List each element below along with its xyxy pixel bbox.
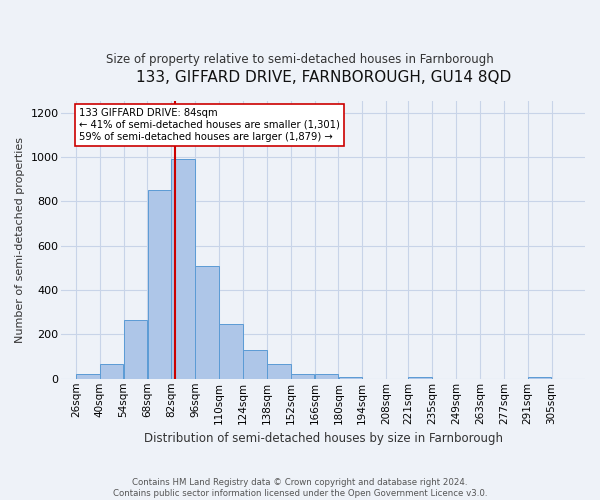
Text: 133 GIFFARD DRIVE: 84sqm
← 41% of semi-detached houses are smaller (1,301)
59% o: 133 GIFFARD DRIVE: 84sqm ← 41% of semi-d… xyxy=(79,108,340,142)
Bar xyxy=(195,266,219,379)
Bar xyxy=(409,376,432,379)
Bar xyxy=(243,350,266,379)
Bar xyxy=(314,374,338,379)
Bar xyxy=(76,374,100,379)
Text: Contains HM Land Registry data © Crown copyright and database right 2024.
Contai: Contains HM Land Registry data © Crown c… xyxy=(113,478,487,498)
Bar xyxy=(267,364,290,379)
Bar xyxy=(338,376,362,379)
Bar xyxy=(100,364,124,379)
Text: Size of property relative to semi-detached houses in Farnborough: Size of property relative to semi-detach… xyxy=(106,52,494,66)
Y-axis label: Number of semi-detached properties: Number of semi-detached properties xyxy=(15,137,25,343)
Bar xyxy=(291,374,314,379)
Title: 133, GIFFARD DRIVE, FARNBOROUGH, GU14 8QD: 133, GIFFARD DRIVE, FARNBOROUGH, GU14 8Q… xyxy=(136,70,511,85)
Bar xyxy=(528,376,551,379)
Bar xyxy=(124,320,147,379)
Bar xyxy=(219,324,243,379)
X-axis label: Distribution of semi-detached houses by size in Farnborough: Distribution of semi-detached houses by … xyxy=(144,432,503,445)
Bar xyxy=(148,190,171,379)
Bar xyxy=(172,159,195,379)
